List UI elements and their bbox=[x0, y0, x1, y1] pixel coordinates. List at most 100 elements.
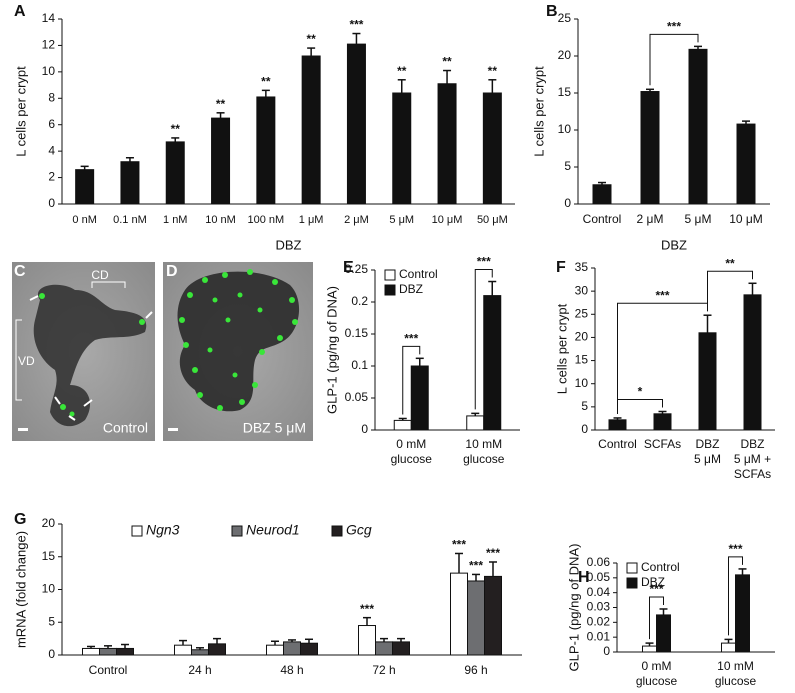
error-bar bbox=[271, 640, 279, 646]
y-tick-label: 10 bbox=[42, 64, 56, 78]
legend-label: Control bbox=[641, 560, 680, 574]
y-tick-label: 12 bbox=[42, 38, 56, 52]
bar bbox=[392, 92, 412, 205]
y-tick-label: 0 bbox=[581, 422, 588, 436]
x-tick-label: 5 μM bbox=[694, 452, 721, 466]
scale-bar bbox=[18, 428, 28, 431]
y-tick-label: 20 bbox=[558, 48, 572, 62]
panel-letter: G bbox=[14, 511, 26, 528]
x-axis-label: DBZ bbox=[661, 237, 687, 252]
error-bar bbox=[179, 639, 187, 646]
bar bbox=[211, 117, 231, 205]
legend-swatch bbox=[331, 525, 343, 537]
significance-label: *** bbox=[349, 18, 363, 32]
x-tick-label: 10 nM bbox=[205, 214, 236, 226]
error-bar bbox=[104, 645, 112, 649]
y-tick-label: 0 bbox=[603, 644, 610, 658]
significance-bracket bbox=[649, 33, 699, 86]
significance-bracket bbox=[617, 302, 708, 414]
region-label: CD bbox=[91, 268, 109, 282]
x-tick-label: 10 mM bbox=[465, 437, 502, 451]
x-tick-label: 5 μM bbox=[389, 214, 414, 226]
x-tick-label: 24 h bbox=[188, 663, 211, 677]
bar bbox=[301, 55, 321, 205]
significance-label: *** bbox=[655, 288, 669, 302]
chart-panel: B L cells per crypt DBZ 0 5 10 15 20 25 Control 2 … bbox=[531, 3, 770, 252]
bar bbox=[721, 642, 736, 653]
y-tick-label: 0.25 bbox=[345, 262, 369, 276]
bar bbox=[82, 647, 100, 656]
y-tick-label: 25 bbox=[575, 306, 589, 320]
error-bar bbox=[121, 643, 129, 649]
panel-letter: E bbox=[343, 259, 354, 276]
significance-bracket bbox=[649, 596, 664, 640]
chart-panel: F L cells per crypt 0 5 10 15 20 25 30 35 Control S… bbox=[554, 256, 775, 481]
error-bar bbox=[352, 32, 361, 45]
legend-label: Ngn3 bbox=[146, 522, 180, 538]
error-bar bbox=[171, 137, 180, 142]
bar bbox=[698, 332, 717, 431]
y-tick-label: 0.2 bbox=[351, 294, 368, 308]
error-bar bbox=[455, 552, 463, 574]
y-tick-label: 15 bbox=[42, 549, 56, 563]
bar bbox=[191, 649, 209, 656]
bar bbox=[653, 413, 672, 431]
x-tick-label: glucose bbox=[636, 674, 678, 688]
bar bbox=[656, 614, 671, 653]
x-tick-label: glucose bbox=[463, 452, 505, 466]
significance-bracket bbox=[728, 556, 743, 636]
bar bbox=[75, 169, 95, 205]
x-axis-label: DBZ bbox=[276, 237, 302, 252]
x-tick-label: 10 mM bbox=[717, 659, 754, 673]
scale-bar bbox=[168, 428, 178, 431]
y-tick-label: 0.03 bbox=[587, 600, 611, 614]
bar bbox=[736, 123, 756, 205]
bar bbox=[608, 419, 627, 431]
error-bar bbox=[216, 112, 225, 119]
y-tick-label: 30 bbox=[575, 283, 589, 297]
legend-swatch bbox=[384, 284, 396, 296]
x-tick-label: 2 μM bbox=[344, 214, 369, 226]
x-tick-label: 1 nM bbox=[163, 214, 187, 226]
arrows bbox=[15, 281, 153, 421]
error-bar bbox=[658, 410, 667, 414]
bar bbox=[120, 161, 140, 205]
x-tick-label: 2 μM bbox=[637, 212, 664, 226]
x-tick-label: 100 nM bbox=[247, 214, 284, 226]
bar bbox=[99, 647, 117, 656]
x-tick-label: 1 μM bbox=[299, 214, 324, 226]
y-tick-label: 15 bbox=[558, 85, 572, 99]
panel-letter: A bbox=[14, 3, 26, 20]
panel-letter: C bbox=[14, 263, 26, 280]
error-bar bbox=[738, 568, 747, 575]
x-tick-label: 48 h bbox=[280, 663, 303, 677]
y-axis-label: GLP-1 (pg/ng of DNA) bbox=[324, 286, 339, 414]
y-tick-label: 0 bbox=[361, 422, 368, 436]
x-tick-label: 96 h bbox=[464, 663, 487, 677]
significance-label: *** bbox=[452, 538, 466, 552]
significance-label: *** bbox=[469, 559, 483, 573]
error-bar bbox=[489, 561, 497, 577]
error-bar bbox=[646, 88, 654, 92]
significance-label: ** bbox=[442, 55, 452, 69]
y-tick-label: 5 bbox=[564, 159, 571, 173]
panel-letter: B bbox=[546, 3, 558, 20]
error-bar bbox=[748, 282, 757, 295]
y-tick-label: 25 bbox=[558, 11, 572, 25]
organoid bbox=[177, 271, 300, 412]
error-bar bbox=[645, 642, 654, 647]
x-tick-label: 0.1 nM bbox=[113, 214, 147, 226]
significance-label: ** bbox=[488, 64, 498, 78]
x-tick-label: 72 h bbox=[372, 663, 395, 677]
legend-label: DBZ bbox=[641, 575, 665, 589]
error-bar bbox=[380, 637, 388, 642]
x-tick-label: 50 μM bbox=[477, 214, 508, 226]
y-axis-label: GLP-1 (pg/ng of DNA) bbox=[566, 544, 581, 672]
y-tick-label: 0.02 bbox=[587, 615, 611, 629]
significance-bracket bbox=[474, 269, 493, 410]
significance-label: *** bbox=[360, 602, 374, 616]
y-tick-label: 0.05 bbox=[587, 570, 611, 584]
bar bbox=[300, 642, 318, 656]
bar bbox=[484, 575, 502, 656]
